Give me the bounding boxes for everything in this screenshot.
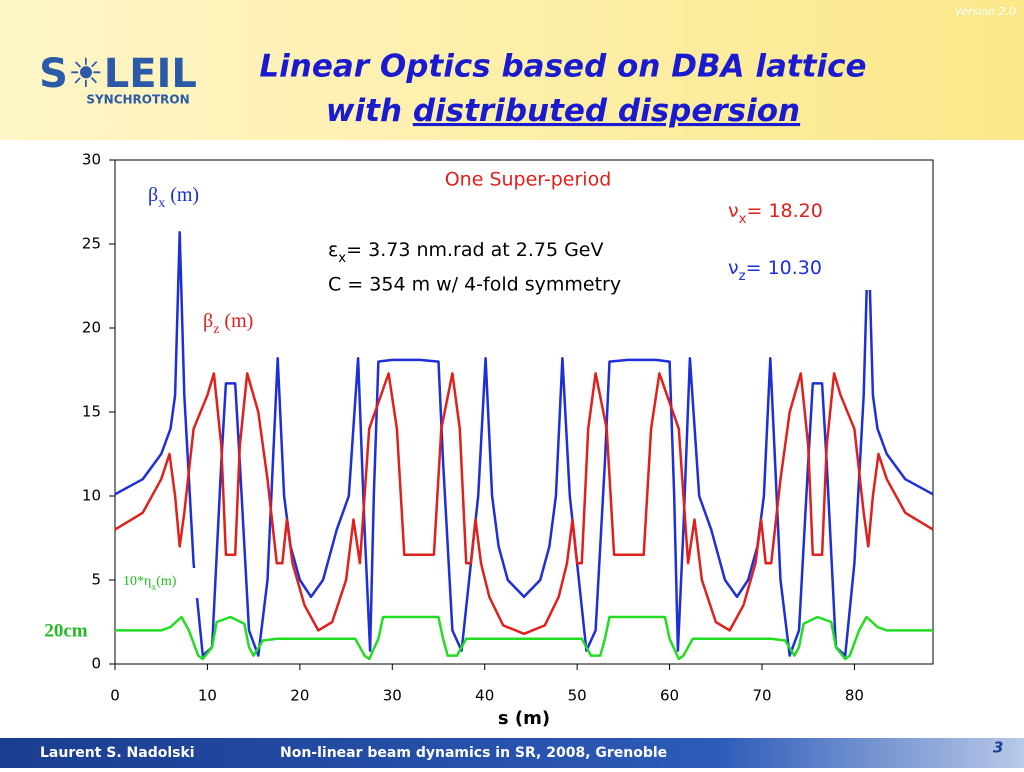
- x-tick-label: 80: [845, 687, 864, 705]
- x-tick-label: 10: [198, 687, 217, 705]
- series-line: [114, 372, 934, 636]
- tune-box: [724, 188, 888, 290]
- series-label: βz (m): [203, 310, 253, 337]
- scale-label: 20cm: [44, 620, 87, 641]
- footer-event: Non-linear beam dynamics in SR, 2008, Gr…: [280, 745, 667, 761]
- footer-author: Laurent S. Nadolski: [40, 745, 195, 761]
- overlays: [118, 176, 888, 598]
- marks: [114, 230, 934, 661]
- nu-z: νz= 10.30: [728, 257, 822, 284]
- series-line: [114, 230, 934, 657]
- header-band: [0, 0, 1024, 140]
- logo: S☀LEIL: [39, 51, 197, 97]
- series-line: [115, 615, 933, 661]
- x-tick-label: 40: [475, 687, 494, 705]
- emittance: εx= 3.73 nm.rad at 2.75 GeV: [328, 239, 604, 266]
- nu-x: νx= 18.20: [728, 200, 823, 227]
- footer-band: [0, 738, 1024, 768]
- x-tick-label: 70: [752, 687, 771, 705]
- y-tick-label: 30: [82, 151, 101, 169]
- info-box: [318, 222, 700, 302]
- title-with: with: [326, 93, 413, 129]
- title-line-1: Linear Optics based on DBA lattice: [259, 49, 866, 85]
- y-tick-label: 10: [82, 487, 101, 505]
- title-line-2: with distributed dispersion: [326, 93, 800, 129]
- circumference: C = 354 m w/ 4-fold symmetry: [328, 274, 621, 296]
- title-underlined: distributed dispersion: [413, 93, 800, 129]
- y-tick-label: 0: [91, 655, 101, 673]
- period-label: One Super-period: [445, 169, 612, 191]
- y-tick-label: 5: [91, 571, 101, 589]
- x-tick-label: 20: [290, 687, 309, 705]
- label-box: [118, 568, 206, 598]
- label-box: [198, 298, 274, 342]
- y-tick-label: 15: [82, 403, 101, 421]
- x-tick-label: 30: [383, 687, 402, 705]
- label-box: [142, 176, 222, 226]
- x-tick-label: 0: [110, 687, 120, 705]
- x-tick-label: 60: [660, 687, 679, 705]
- y-tick-label: 25: [82, 235, 101, 253]
- series-label: βx (m): [148, 184, 199, 211]
- logo-sub: SYNCHROTRON: [86, 93, 189, 107]
- x-axis-label: s (m): [498, 708, 550, 729]
- series-label: 10*ηx(m): [123, 574, 177, 593]
- y-tick-label: 20: [82, 319, 101, 337]
- page-number: 3: [993, 739, 1003, 757]
- version: Version 2.0: [954, 5, 1016, 18]
- x-tick-label: 50: [568, 687, 587, 705]
